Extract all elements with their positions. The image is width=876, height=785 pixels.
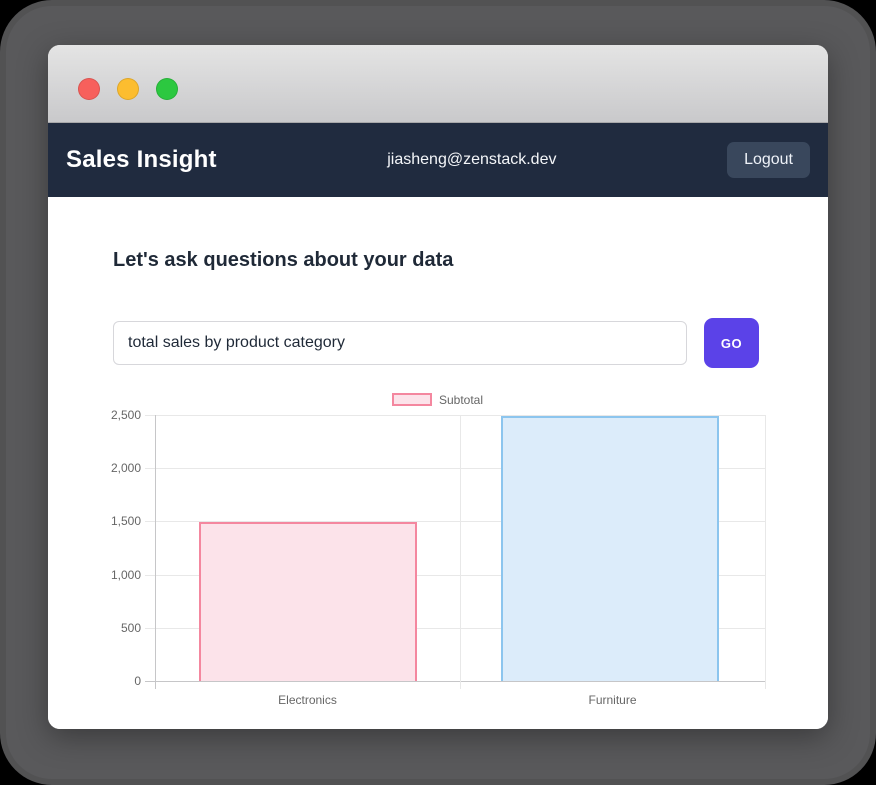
bar-electronics bbox=[199, 522, 417, 681]
logout-button[interactable]: Logout bbox=[727, 142, 810, 178]
traffic-lights bbox=[78, 78, 178, 100]
y-tick-label: 2,500 bbox=[110, 408, 141, 422]
user-email: jiasheng@zenstack.dev bbox=[387, 151, 557, 168]
query-row: GO bbox=[113, 318, 763, 368]
window-titlebar bbox=[48, 45, 828, 123]
zoom-window-button[interactable] bbox=[156, 78, 178, 100]
bar-chart: Subtotal 0 500 1,000 bbox=[105, 392, 770, 712]
y-tick-label: 500 bbox=[120, 620, 141, 635]
y-tick-label: 2,000 bbox=[110, 461, 141, 476]
minimize-window-button[interactable] bbox=[117, 78, 139, 100]
legend-swatch bbox=[391, 393, 432, 406]
chart-plot-area: 0 500 1,000 1,500 2,000 2,500 Electronic… bbox=[111, 408, 766, 707]
gridline bbox=[145, 468, 765, 470]
x-category-label: Electronics bbox=[278, 693, 337, 707]
x-category-label: Furniture bbox=[588, 693, 637, 707]
y-tick-label: 1,000 bbox=[110, 567, 141, 582]
query-input[interactable] bbox=[113, 321, 687, 365]
main-content: Let's ask questions about your data GO S… bbox=[48, 249, 828, 729]
go-button[interactable]: GO bbox=[704, 318, 759, 368]
close-window-button[interactable] bbox=[78, 78, 100, 100]
category-gridline bbox=[460, 415, 461, 689]
app-window: Sales Insight jiasheng@zenstack.dev Logo… bbox=[48, 45, 828, 729]
gridline bbox=[145, 574, 765, 576]
legend-label: Subtotal bbox=[438, 392, 484, 407]
bar-furniture bbox=[501, 415, 719, 681]
y-tick-label: 0 bbox=[134, 674, 141, 688]
gridline bbox=[145, 521, 765, 523]
gridline bbox=[145, 415, 765, 416]
category-gridline bbox=[765, 415, 766, 689]
chart-legend: Subtotal bbox=[105, 392, 770, 407]
gridline bbox=[145, 627, 765, 629]
page-heading: Let's ask questions about your data bbox=[113, 249, 454, 271]
x-axis-baseline bbox=[145, 681, 765, 682]
y-tick-label: 1,500 bbox=[110, 514, 141, 529]
app-header: Sales Insight jiasheng@zenstack.dev Logo… bbox=[48, 123, 828, 197]
app-title: Sales Insight bbox=[66, 146, 217, 173]
y-axis-line bbox=[155, 415, 156, 689]
